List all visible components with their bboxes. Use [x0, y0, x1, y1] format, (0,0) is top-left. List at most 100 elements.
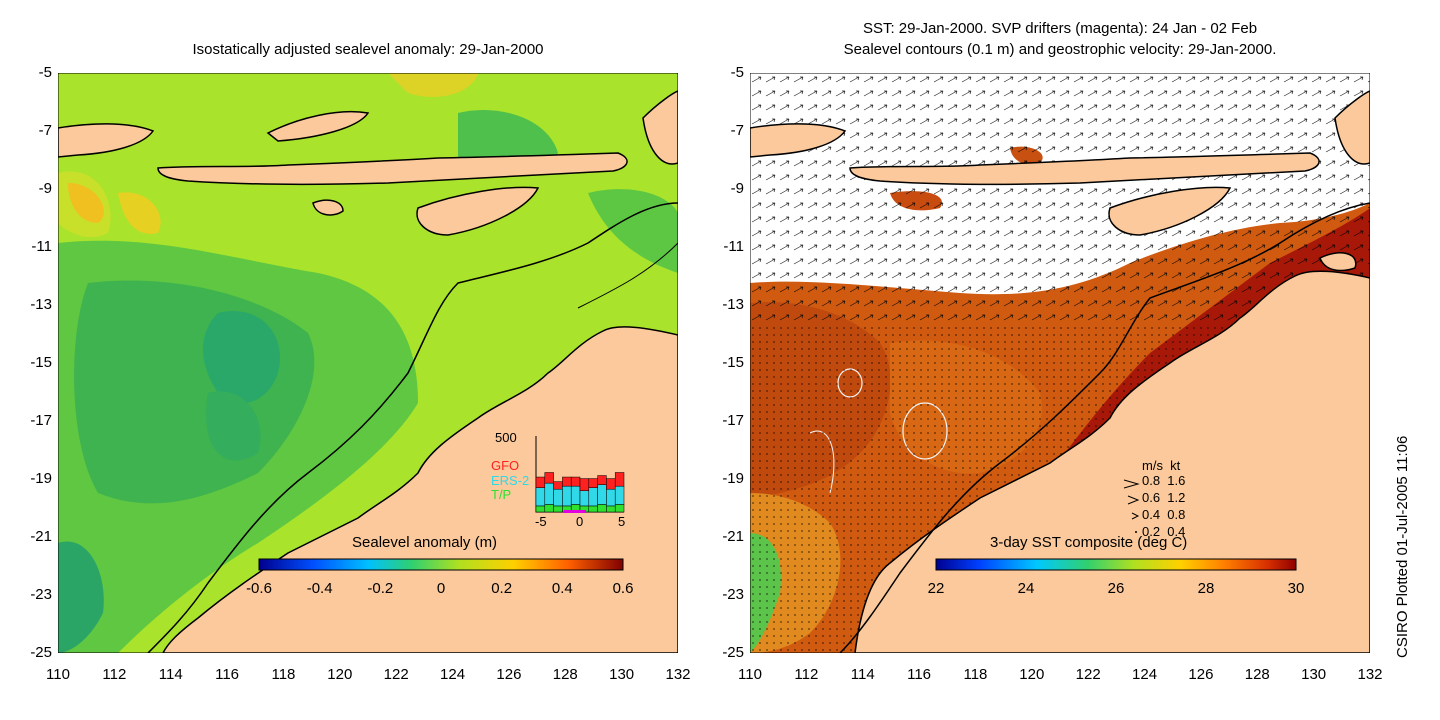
- right-ytick: -13: [722, 296, 744, 313]
- velocity-legend-row-0.6: 0.6 1.2: [1142, 490, 1186, 505]
- right-xtick: 114: [850, 666, 875, 683]
- left-xtick: 132: [665, 666, 691, 683]
- inset-bar-gfo: [614, 472, 625, 487]
- left-xtick: 114: [158, 666, 183, 683]
- right-colorbar-tick: 22: [927, 580, 945, 597]
- right-ytick: -21: [722, 528, 744, 545]
- inset-histogram: [535, 436, 625, 513]
- left-colorbar-tick: 0.6: [612, 580, 634, 597]
- velocity-legend-row-0.2: 0.2 0.4: [1142, 524, 1186, 539]
- inset-xtick-0: 0: [576, 514, 584, 529]
- left-xtick: 120: [327, 666, 353, 683]
- right-colorbar-title: 3-day SST composite (deg C): [990, 534, 1188, 551]
- left-sealevel-map: [58, 73, 678, 653]
- inset-xtick-neg5: -5: [535, 514, 547, 529]
- right-ytick: -7: [730, 122, 744, 139]
- velocity-legend-arrows: [1123, 479, 1140, 533]
- left-xtick: 122: [383, 666, 409, 683]
- right-ytick: -11: [723, 238, 744, 255]
- inset-bar-ers: [544, 482, 554, 505]
- inset-bar-tp: [597, 504, 607, 513]
- right-xtick: 110: [738, 666, 762, 683]
- inset-bar-gfo: [588, 478, 598, 488]
- left-ytick: -13: [30, 296, 52, 313]
- inset-bar-tp: [614, 504, 625, 513]
- right-ytick: -17: [722, 412, 744, 429]
- left-ytick: -25: [30, 644, 52, 661]
- inset-bar-gfo: [544, 472, 554, 484]
- legend-ers2: ERS-2: [491, 473, 530, 488]
- inset-bar-ers: [535, 487, 546, 507]
- right-xtick: 128: [1244, 666, 1270, 683]
- right-ytick: -9: [730, 180, 744, 197]
- right-sst-map: [750, 73, 1370, 653]
- right-xtick: 118: [963, 666, 988, 683]
- inset-bar-ers: [579, 490, 590, 507]
- left-xtick: 126: [496, 666, 522, 683]
- inset-bar-ers: [588, 487, 598, 507]
- inset-bar-gfo: [597, 475, 607, 485]
- velocity-legend-header: m/s kt: [1142, 458, 1181, 473]
- left-ytick: -17: [30, 412, 52, 429]
- inset-bar-gfo: [535, 476, 546, 488]
- left-xtick: 128: [552, 666, 578, 683]
- inset-bar-ers: [614, 485, 625, 505]
- left-colorbar-title: Sealevel anomaly (m): [352, 534, 498, 551]
- right-xtick: 126: [1188, 666, 1214, 683]
- right-xtick: 130: [1301, 666, 1327, 683]
- inset-bar-gfo: [553, 481, 563, 490]
- left-colorbar-tick: -0.4: [306, 580, 333, 597]
- inset-drifter-marker: [564, 510, 586, 513]
- right-xtick: 124: [1132, 666, 1158, 683]
- inset-bar-ers: [562, 485, 572, 507]
- left-colorbar-tick: 0.2: [491, 580, 513, 597]
- right-xtick: 132: [1357, 666, 1383, 683]
- left-ytick: -9: [38, 180, 52, 197]
- inset-bar-ers: [553, 488, 563, 507]
- right-map-title-line2: Sealevel contours (0.1 m) and geostrophi…: [843, 41, 1277, 58]
- right-xtick: 120: [1019, 666, 1045, 683]
- inset-bar-ers: [606, 488, 616, 507]
- left-ytick: -15: [30, 354, 52, 371]
- left-colorbar: [258, 558, 624, 571]
- left-colorbar-tick: 0.4: [551, 580, 573, 597]
- right-colorbar-tick: 28: [1197, 580, 1215, 597]
- right-xtick: 116: [907, 666, 932, 683]
- right-map-title-line1: SST: 29-Jan-2000. SVP drifters (magenta)…: [862, 20, 1258, 37]
- left-xtick: 130: [609, 666, 635, 683]
- left-xtick: 116: [215, 666, 240, 683]
- inset-bar-gfo: [570, 476, 581, 487]
- plot-credit: CSIRO Plotted 01-Jul-2005 11:06: [1394, 435, 1411, 658]
- inset-bar-tp: [535, 505, 546, 513]
- inset-bar-tp: [606, 505, 616, 513]
- inset-bar-tp: [544, 504, 554, 513]
- inset-bar-gfo: [562, 476, 572, 487]
- right-ytick: -5: [730, 64, 744, 81]
- left-ytick: -21: [30, 528, 52, 545]
- legend-gfo: GFO: [491, 458, 520, 473]
- inset-bar-gfo: [606, 478, 616, 490]
- inset-bar-tp: [553, 505, 563, 513]
- left-xtick: 124: [440, 666, 466, 683]
- right-colorbar-tick: 26: [1107, 580, 1125, 597]
- right-colorbar-tick: 30: [1287, 580, 1305, 597]
- left-xtick: 110: [46, 666, 70, 683]
- left-colorbar-tick: -0.6: [246, 580, 272, 597]
- inset-ymax-label: 500: [495, 430, 517, 445]
- left-xtick: 118: [271, 666, 296, 683]
- left-ytick: -23: [30, 586, 52, 603]
- right-ytick: -23: [722, 586, 744, 603]
- right-colorbar-tick: 24: [1017, 580, 1035, 597]
- inset-bar-ers: [597, 484, 607, 505]
- right-ytick: -15: [722, 354, 744, 371]
- legend-tp: T/P: [491, 487, 512, 502]
- left-xtick: 112: [102, 666, 127, 683]
- right-xtick: 122: [1075, 666, 1101, 683]
- left-ytick: -5: [38, 64, 52, 81]
- left-colorbar-tick: -0.2: [367, 580, 394, 597]
- inset-bar-tp: [588, 505, 598, 513]
- left-ytick: -7: [38, 122, 52, 139]
- right-xtick: 112: [794, 666, 819, 683]
- inset-xtick-5: 5: [618, 514, 626, 529]
- right-ytick: -19: [722, 470, 744, 487]
